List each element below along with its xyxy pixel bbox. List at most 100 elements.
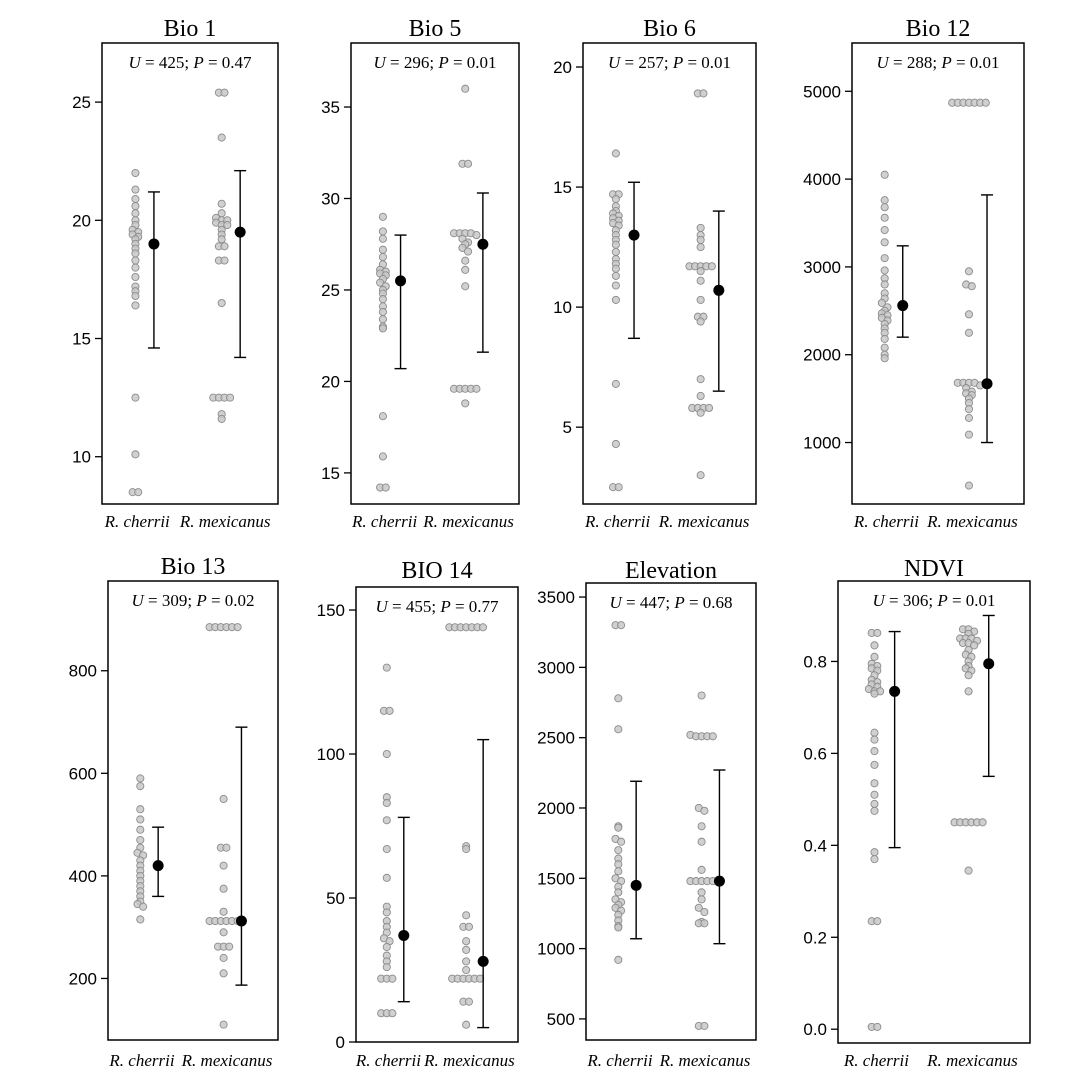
data-point xyxy=(880,266,889,275)
data-point xyxy=(382,873,391,882)
y-tick-label: 2000 xyxy=(803,346,841,365)
plot-frame xyxy=(355,586,519,1043)
panel-title: Bio 1 xyxy=(164,16,217,42)
data-point xyxy=(964,267,974,276)
data-point xyxy=(699,89,708,98)
data-point xyxy=(870,760,879,769)
stat-annotation: U = 425; P = 0.47 xyxy=(128,53,252,72)
data-point xyxy=(217,133,226,142)
data-point xyxy=(870,855,879,864)
data-point xyxy=(378,315,387,324)
data-point xyxy=(708,732,717,741)
data-point xyxy=(873,917,882,926)
data-point xyxy=(880,238,889,247)
data-point xyxy=(614,860,623,869)
data-point xyxy=(131,209,140,218)
y-tick-label: 5000 xyxy=(803,82,841,101)
panel-8: NDVI U = 306; P = 0.01 0.0 0.2 0.4 0.6 0.8 R. c… xyxy=(803,556,1031,1070)
data-point xyxy=(131,272,140,282)
stat-u-value: 455 xyxy=(406,597,432,616)
y-tick-label: 1500 xyxy=(537,869,575,888)
y-tick-label: 35 xyxy=(321,98,340,117)
y-tick-label: 400 xyxy=(69,867,97,886)
stat-p-label: P xyxy=(672,53,683,72)
mean-marker xyxy=(630,879,642,891)
data-point xyxy=(461,265,470,274)
data-point xyxy=(464,922,474,931)
y-tick-label: 20 xyxy=(321,372,340,391)
data-point xyxy=(981,98,990,107)
mean-marker xyxy=(477,238,489,250)
category-label: R. cherrii xyxy=(104,512,170,531)
y-tick-label: 0.4 xyxy=(803,836,827,855)
data-point xyxy=(131,185,140,194)
data-point xyxy=(378,452,387,461)
data-point xyxy=(696,391,705,401)
stat-u-value: 257 xyxy=(638,53,664,72)
data-point xyxy=(385,706,394,715)
data-point xyxy=(614,846,623,855)
data-point xyxy=(880,354,889,363)
data-point xyxy=(696,235,705,244)
y-tick-label: 10 xyxy=(72,448,91,467)
data-point xyxy=(382,749,391,759)
data-point xyxy=(696,295,705,304)
data-point xyxy=(696,408,705,417)
category-label: R. cherrii xyxy=(853,512,919,531)
data-point xyxy=(870,652,879,661)
stat-annotation: U = 257; P = 0.01 xyxy=(608,53,731,72)
data-point xyxy=(700,806,709,815)
data-point xyxy=(217,199,226,208)
mean-marker xyxy=(889,685,901,697)
data-point xyxy=(964,671,973,680)
data-point xyxy=(880,170,889,179)
stat-u-label: U xyxy=(872,591,886,610)
plot-frame xyxy=(585,582,757,1041)
y-tick-label: 15 xyxy=(321,464,340,483)
data-point xyxy=(139,902,148,911)
data-point xyxy=(461,282,470,291)
mean-marker xyxy=(235,915,247,927)
data-point xyxy=(461,84,470,93)
panel-title: Bio 5 xyxy=(409,16,462,42)
data-point xyxy=(382,908,391,917)
data-point xyxy=(219,969,228,978)
stat-p-value: 0.01 xyxy=(467,53,497,72)
category-label: R. mexicanus xyxy=(658,512,750,531)
data-point xyxy=(707,262,716,271)
category-label: R. mexicanus xyxy=(422,512,514,531)
data-point xyxy=(696,267,705,276)
data-point xyxy=(225,942,234,951)
data-point xyxy=(880,280,889,289)
data-point xyxy=(964,328,974,337)
mean-marker xyxy=(395,275,407,287)
data-point xyxy=(136,815,145,824)
data-point xyxy=(880,343,889,352)
mean-marker xyxy=(981,378,993,390)
data-point xyxy=(964,310,974,319)
category-label: R. mexicanus xyxy=(926,512,1018,531)
stat-u-value: 447 xyxy=(640,593,666,612)
data-point xyxy=(463,159,473,168)
data-point xyxy=(870,790,879,799)
data-point xyxy=(223,220,232,230)
data-point xyxy=(131,202,140,211)
y-tick-label: 1000 xyxy=(803,434,841,453)
data-point xyxy=(964,413,974,422)
data-point xyxy=(388,1009,397,1018)
data-point xyxy=(696,317,705,326)
stat-annotation: U = 296; P = 0.01 xyxy=(373,53,496,72)
stat-u-label: U xyxy=(608,53,622,72)
data-point xyxy=(978,818,987,827)
y-tick-label: 0.2 xyxy=(803,928,827,947)
data-point xyxy=(382,798,391,808)
stat-u-value: 288 xyxy=(907,53,933,72)
data-point xyxy=(696,375,705,384)
data-point xyxy=(462,1020,471,1029)
category-label: R. cherrii xyxy=(843,1051,909,1070)
data-point xyxy=(378,234,387,243)
y-tick-label: 30 xyxy=(321,189,340,208)
panel-title: Bio 13 xyxy=(161,554,226,580)
mean-marker xyxy=(713,284,725,296)
